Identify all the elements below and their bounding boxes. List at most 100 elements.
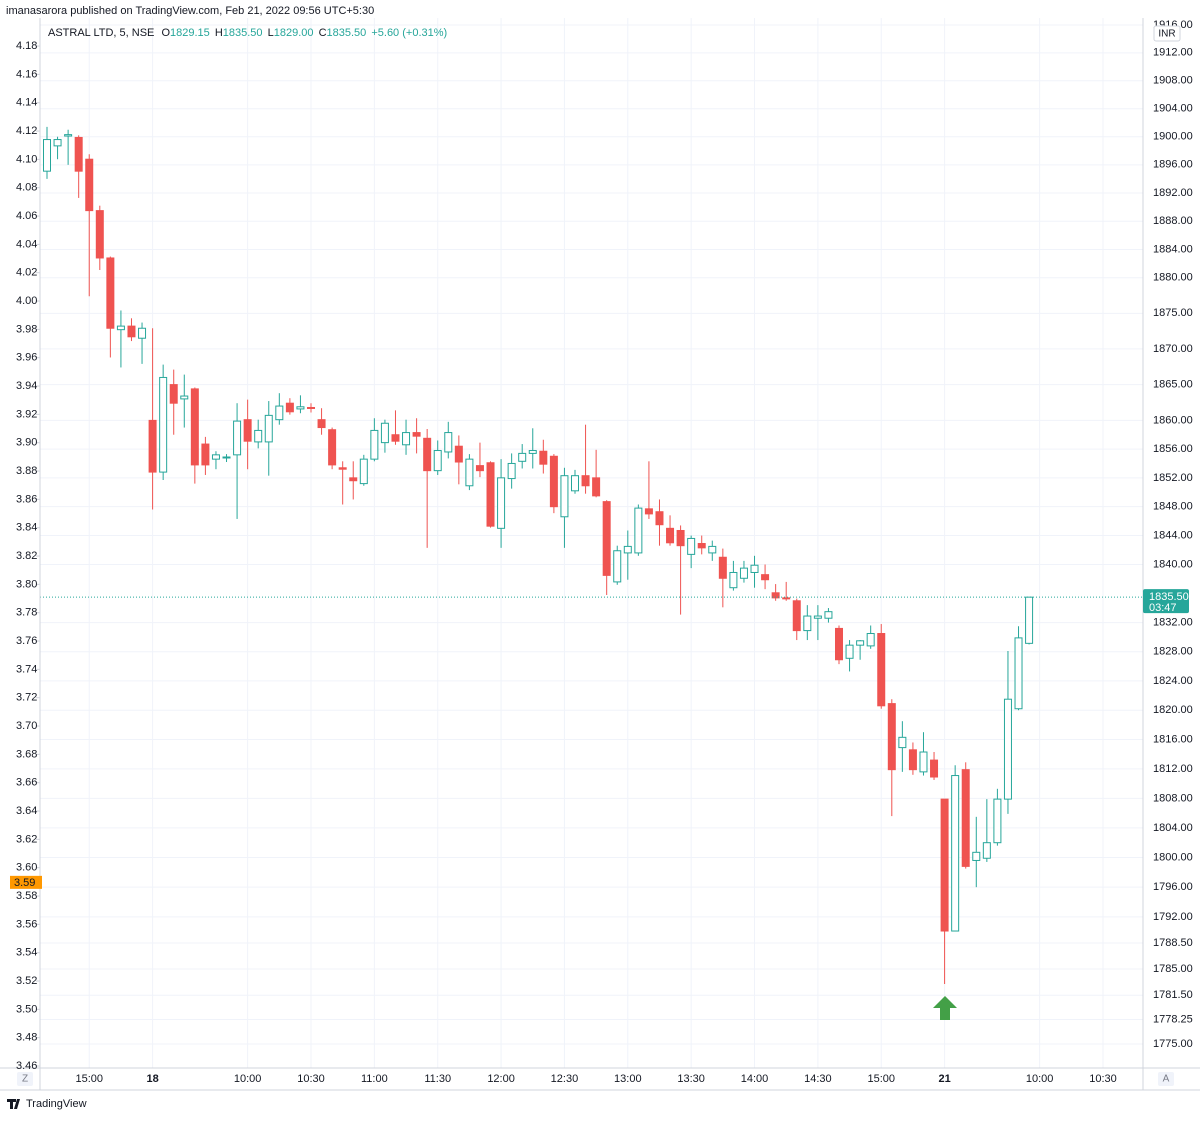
candle-body — [549, 455, 558, 508]
y2-tick-label: 4.14 — [16, 97, 37, 109]
a-button-label[interactable]: A — [1163, 1074, 1170, 1085]
candle-body — [560, 475, 569, 518]
candle-body — [275, 405, 284, 421]
o-key: O — [161, 27, 170, 39]
candle-body — [338, 467, 347, 470]
y2-tick-label: 3.94 — [16, 380, 37, 392]
candle-body — [180, 395, 189, 400]
candle-body — [106, 257, 115, 329]
candle-body — [1025, 596, 1034, 644]
candle-body — [264, 414, 273, 443]
candle-body — [465, 458, 474, 487]
tv-logo — [7, 1099, 20, 1109]
currency-box[interactable] — [1153, 25, 1181, 42]
y-tick-label: 1856.00 — [1153, 443, 1193, 455]
candle-body — [64, 134, 73, 137]
candle-body — [402, 432, 411, 446]
x-tick-label: 12:30 — [551, 1073, 579, 1085]
candle-body — [856, 640, 865, 646]
y-tick-label: 1892.00 — [1153, 187, 1193, 199]
y-tick-label: 1908.00 — [1153, 75, 1193, 87]
candle-body — [792, 600, 801, 632]
y2-tick-label: 3.72 — [16, 692, 37, 704]
y2-tick-label: 3.68 — [16, 748, 37, 760]
candle-body — [961, 769, 970, 867]
y2-tick-label: 3.82 — [16, 550, 37, 562]
y2-tick-label: 4.06 — [16, 210, 37, 222]
candle-body — [708, 545, 717, 554]
candle-body — [676, 529, 685, 547]
candle-body — [507, 462, 516, 480]
y-tick-label: 1865.00 — [1153, 379, 1193, 391]
y2-tick-label: 3.66 — [16, 777, 37, 789]
y-tick-label: 1844.00 — [1153, 529, 1193, 541]
x-tick-label: 14:00 — [741, 1073, 769, 1085]
x-tick-label: 13:00 — [614, 1073, 642, 1085]
y-tick-label: 1900.00 — [1153, 131, 1193, 143]
y2-tick-label: 4.10 — [16, 153, 37, 165]
up-arrow — [933, 996, 957, 1020]
y-tick-label: 1912.00 — [1153, 47, 1193, 59]
o-value: 1829.15 — [170, 27, 210, 39]
currency[interactable]: INR — [1158, 29, 1175, 40]
candle-body — [539, 450, 548, 465]
candle-body — [475, 465, 484, 472]
grid — [40, 18, 1143, 1068]
candle-body — [53, 139, 62, 147]
a-button[interactable] — [1158, 1072, 1174, 1086]
candle-body — [127, 325, 136, 338]
h-value: 1835.50 — [223, 27, 263, 39]
x-tick-label: 15:00 — [75, 1073, 103, 1085]
y2-tick-label: 3.52 — [16, 975, 37, 987]
y2-tick-label: 3.88 — [16, 465, 37, 477]
candle-body — [169, 384, 178, 404]
candle-body — [138, 327, 147, 339]
x-tick-label: 10:00 — [1026, 1073, 1054, 1085]
c-key: C — [319, 27, 327, 39]
z-button-label[interactable]: Z — [22, 1074, 28, 1085]
y2-tick-label: 3.58 — [16, 890, 37, 902]
candle-body — [940, 798, 949, 932]
y2-tick-label: 3.90 — [16, 437, 37, 449]
candle-body — [349, 477, 358, 482]
candle-body — [803, 615, 812, 632]
candle-body — [782, 597, 791, 600]
symbol: ASTRAL LTD, 5, NSE — [48, 27, 154, 39]
x-tick-label: 10:00 — [234, 1073, 262, 1085]
x-tick-label: 18 — [146, 1073, 158, 1085]
candle-body — [982, 842, 991, 859]
candle-body — [328, 429, 337, 466]
candle-body — [993, 798, 1002, 844]
y2-tick-label: 3.46 — [16, 1060, 37, 1072]
candle-body — [866, 633, 875, 647]
x-tick-label: 13:30 — [677, 1073, 705, 1085]
candle-body — [592, 477, 601, 497]
y-tick-label: 1781.50 — [1153, 989, 1193, 1001]
candle-body — [190, 388, 199, 466]
l-value: 1829.00 — [274, 27, 314, 39]
candle-body — [497, 477, 506, 529]
y2-tick-label: 3.84 — [16, 522, 37, 534]
last-price-label: 1835.50 — [1149, 591, 1189, 603]
candle-body — [687, 537, 696, 555]
candle-body — [644, 508, 653, 515]
y-tick-label: 1792.00 — [1153, 911, 1193, 923]
y2-tick-label: 4.04 — [16, 238, 37, 250]
candle-body — [972, 851, 981, 861]
z-button[interactable] — [17, 1072, 33, 1086]
x-tick-label: 10:30 — [1089, 1073, 1117, 1085]
candle-body — [159, 376, 168, 473]
y2-tick-label: 3.74 — [16, 663, 37, 675]
candle-body — [254, 429, 263, 443]
x-tick-label: 11:30 — [424, 1073, 451, 1085]
y2-tick-label: 3.60 — [16, 862, 37, 874]
candle-body — [919, 751, 928, 773]
y-tick-label: 1812.00 — [1153, 763, 1193, 775]
y-tick-label: 1848.00 — [1153, 501, 1193, 513]
y2-tick-label: 3.80 — [16, 578, 37, 590]
candle-body — [739, 567, 748, 579]
y-tick-label: 1840.00 — [1153, 558, 1193, 570]
candle-body — [433, 450, 442, 472]
